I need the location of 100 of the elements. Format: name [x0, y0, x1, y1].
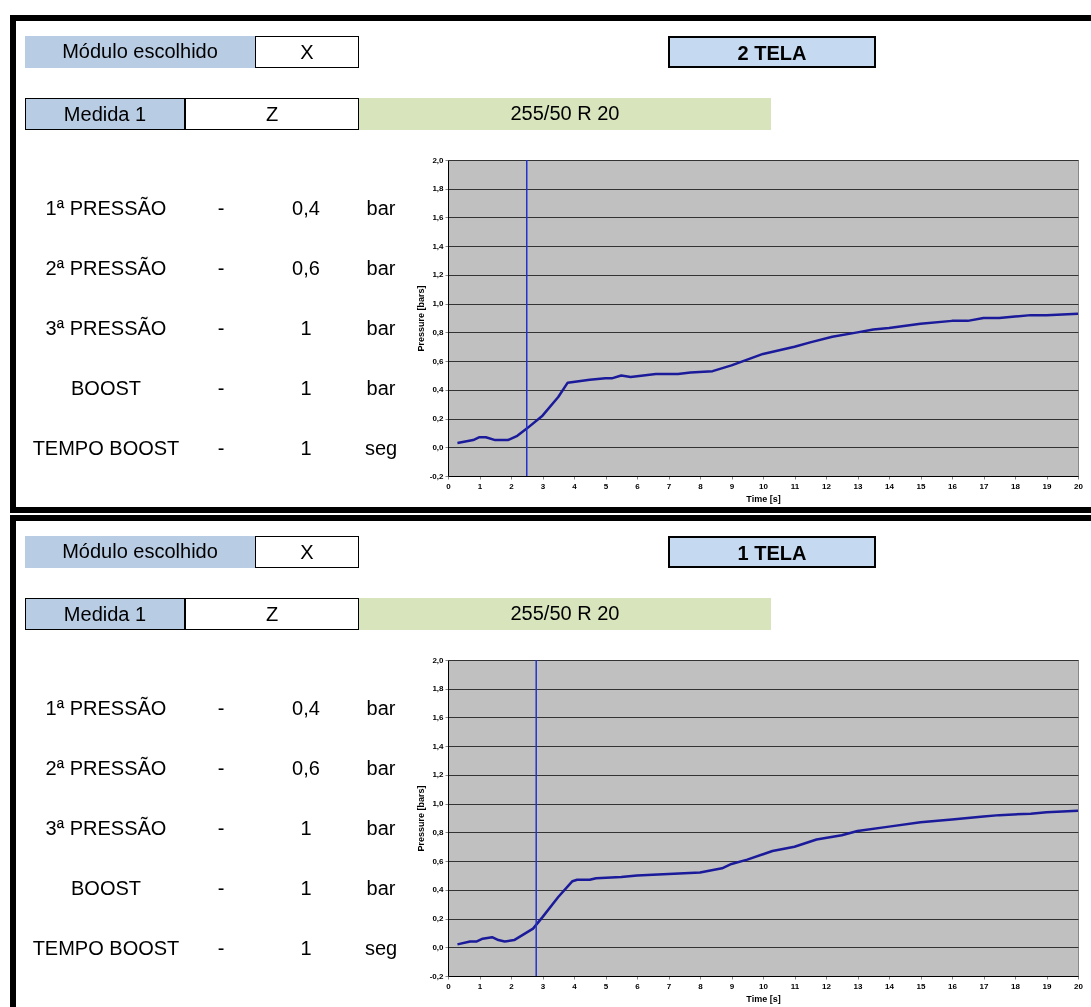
text: 2 TELA — [668, 36, 876, 68]
text: - — [216, 757, 226, 780]
x-tick-label: 6 — [635, 481, 641, 491]
y-tick-label: -0,2 — [429, 471, 445, 481]
x-tick-label: 20 — [1074, 981, 1084, 991]
text: - — [216, 317, 226, 340]
x-tick-label: 4 — [572, 981, 578, 991]
text: 1 — [299, 437, 313, 460]
y-axis-title: Pressure [bars] — [415, 285, 426, 352]
text: TEMPO BOOST — [31, 937, 181, 960]
x-tick-label: 16 — [948, 481, 958, 491]
text: - — [216, 377, 226, 400]
y-tick-label: 0,0 — [432, 442, 445, 452]
text: bar — [365, 817, 397, 840]
x-tick-label: 6 — [635, 981, 641, 991]
y-tick-label: 0,8 — [432, 827, 445, 837]
x-tick-label: 13 — [853, 981, 863, 991]
y-axis-title: Pressure [bars] — [415, 785, 426, 852]
text: 0,6 — [291, 757, 321, 780]
text: 255/50 R 20 — [359, 598, 771, 630]
x-tick-label: 8 — [698, 481, 704, 491]
text: Z — [185, 98, 359, 130]
y-tick-label: 2,0 — [432, 155, 445, 165]
text: 1 — [299, 377, 313, 400]
x-tick-label: 10 — [759, 481, 769, 491]
x-tick-label: 5 — [603, 981, 609, 991]
x-tick-label: 12 — [822, 981, 832, 991]
x-tick-label: 8 — [698, 981, 704, 991]
y-tick-label: 1,4 — [432, 241, 445, 251]
x-tick-label: 17 — [979, 981, 989, 991]
x-axis-title: Time [s] — [746, 993, 781, 1004]
x-tick-label: 20 — [1074, 481, 1084, 491]
y-tick-label: 0,4 — [432, 385, 445, 395]
y-tick-label: 0,2 — [432, 914, 445, 924]
text: - — [216, 877, 226, 900]
x-tick-label: 9 — [729, 981, 735, 991]
y-tick-label: 0,8 — [432, 327, 445, 337]
text: BOOST — [70, 877, 142, 900]
text: - — [216, 817, 226, 840]
x-tick-label: 11 — [790, 481, 800, 491]
text: bar — [365, 697, 397, 720]
text: X — [255, 36, 359, 68]
text: Medida 1 — [25, 598, 185, 630]
text: BOOST — [70, 377, 142, 400]
x-tick-label: 0 — [446, 981, 452, 991]
text: seg — [363, 937, 399, 960]
x-tick-label: 19 — [1042, 481, 1052, 491]
x-tick-label: 18 — [1011, 481, 1021, 491]
text: 2ª PRESSÃO — [44, 757, 168, 780]
x-tick-label: 11 — [790, 981, 800, 991]
x-tick-label: 1 — [477, 981, 483, 991]
text: bar — [365, 317, 397, 340]
x-tick-label: 9 — [729, 481, 735, 491]
text: bar — [365, 377, 397, 400]
text: bar — [365, 757, 397, 780]
text: - — [216, 697, 226, 720]
text: Z — [185, 598, 359, 630]
text: 3ª PRESSÃO — [44, 317, 168, 340]
text: Módulo escolhido — [25, 36, 255, 68]
x-tick-label: 10 — [759, 981, 769, 991]
x-tick-label: 3 — [540, 481, 546, 491]
x-tick-label: 7 — [666, 481, 672, 491]
y-tick-label: 0,4 — [432, 885, 445, 895]
text: 0,6 — [291, 257, 321, 280]
x-tick-label: 14 — [885, 981, 895, 991]
text: X — [255, 536, 359, 568]
text: 2ª PRESSÃO — [44, 257, 168, 280]
x-tick-label: 5 — [603, 481, 609, 491]
text: 0,4 — [291, 197, 321, 220]
x-tick-label: 18 — [1011, 981, 1021, 991]
x-tick-label: 15 — [916, 981, 926, 991]
text: 1 — [299, 317, 313, 340]
line-series — [456, 312, 1080, 445]
y-tick-label: 1,6 — [432, 212, 445, 222]
y-tick-label: 1,8 — [432, 684, 445, 694]
line-series — [456, 809, 1080, 946]
text: Módulo escolhido — [25, 536, 255, 568]
y-tick-label: 0,2 — [432, 414, 445, 424]
text: - — [216, 937, 226, 960]
text: Medida 1 — [25, 98, 185, 130]
text: 1 TELA — [668, 536, 876, 568]
x-tick-label: 19 — [1042, 981, 1052, 991]
text: 1ª PRESSÃO — [44, 197, 168, 220]
x-tick-label: 7 — [666, 981, 672, 991]
x-tick-label: 2 — [509, 481, 515, 491]
x-tick-label: 17 — [979, 481, 989, 491]
text: 3ª PRESSÃO — [44, 817, 168, 840]
x-tick-label: 2 — [509, 981, 515, 991]
x-tick-label: 3 — [540, 981, 546, 991]
y-tick-label: -0,2 — [429, 971, 445, 981]
x-tick-label: 15 — [916, 481, 926, 491]
text: 1 — [299, 817, 313, 840]
text: - — [216, 437, 226, 460]
text: - — [216, 197, 226, 220]
x-tick-label: 12 — [822, 481, 832, 491]
text: bar — [365, 877, 397, 900]
y-tick-label: 1,0 — [432, 799, 445, 809]
y-tick-label: 0,0 — [432, 942, 445, 952]
text: 1 — [299, 937, 313, 960]
x-tick-label: 13 — [853, 481, 863, 491]
